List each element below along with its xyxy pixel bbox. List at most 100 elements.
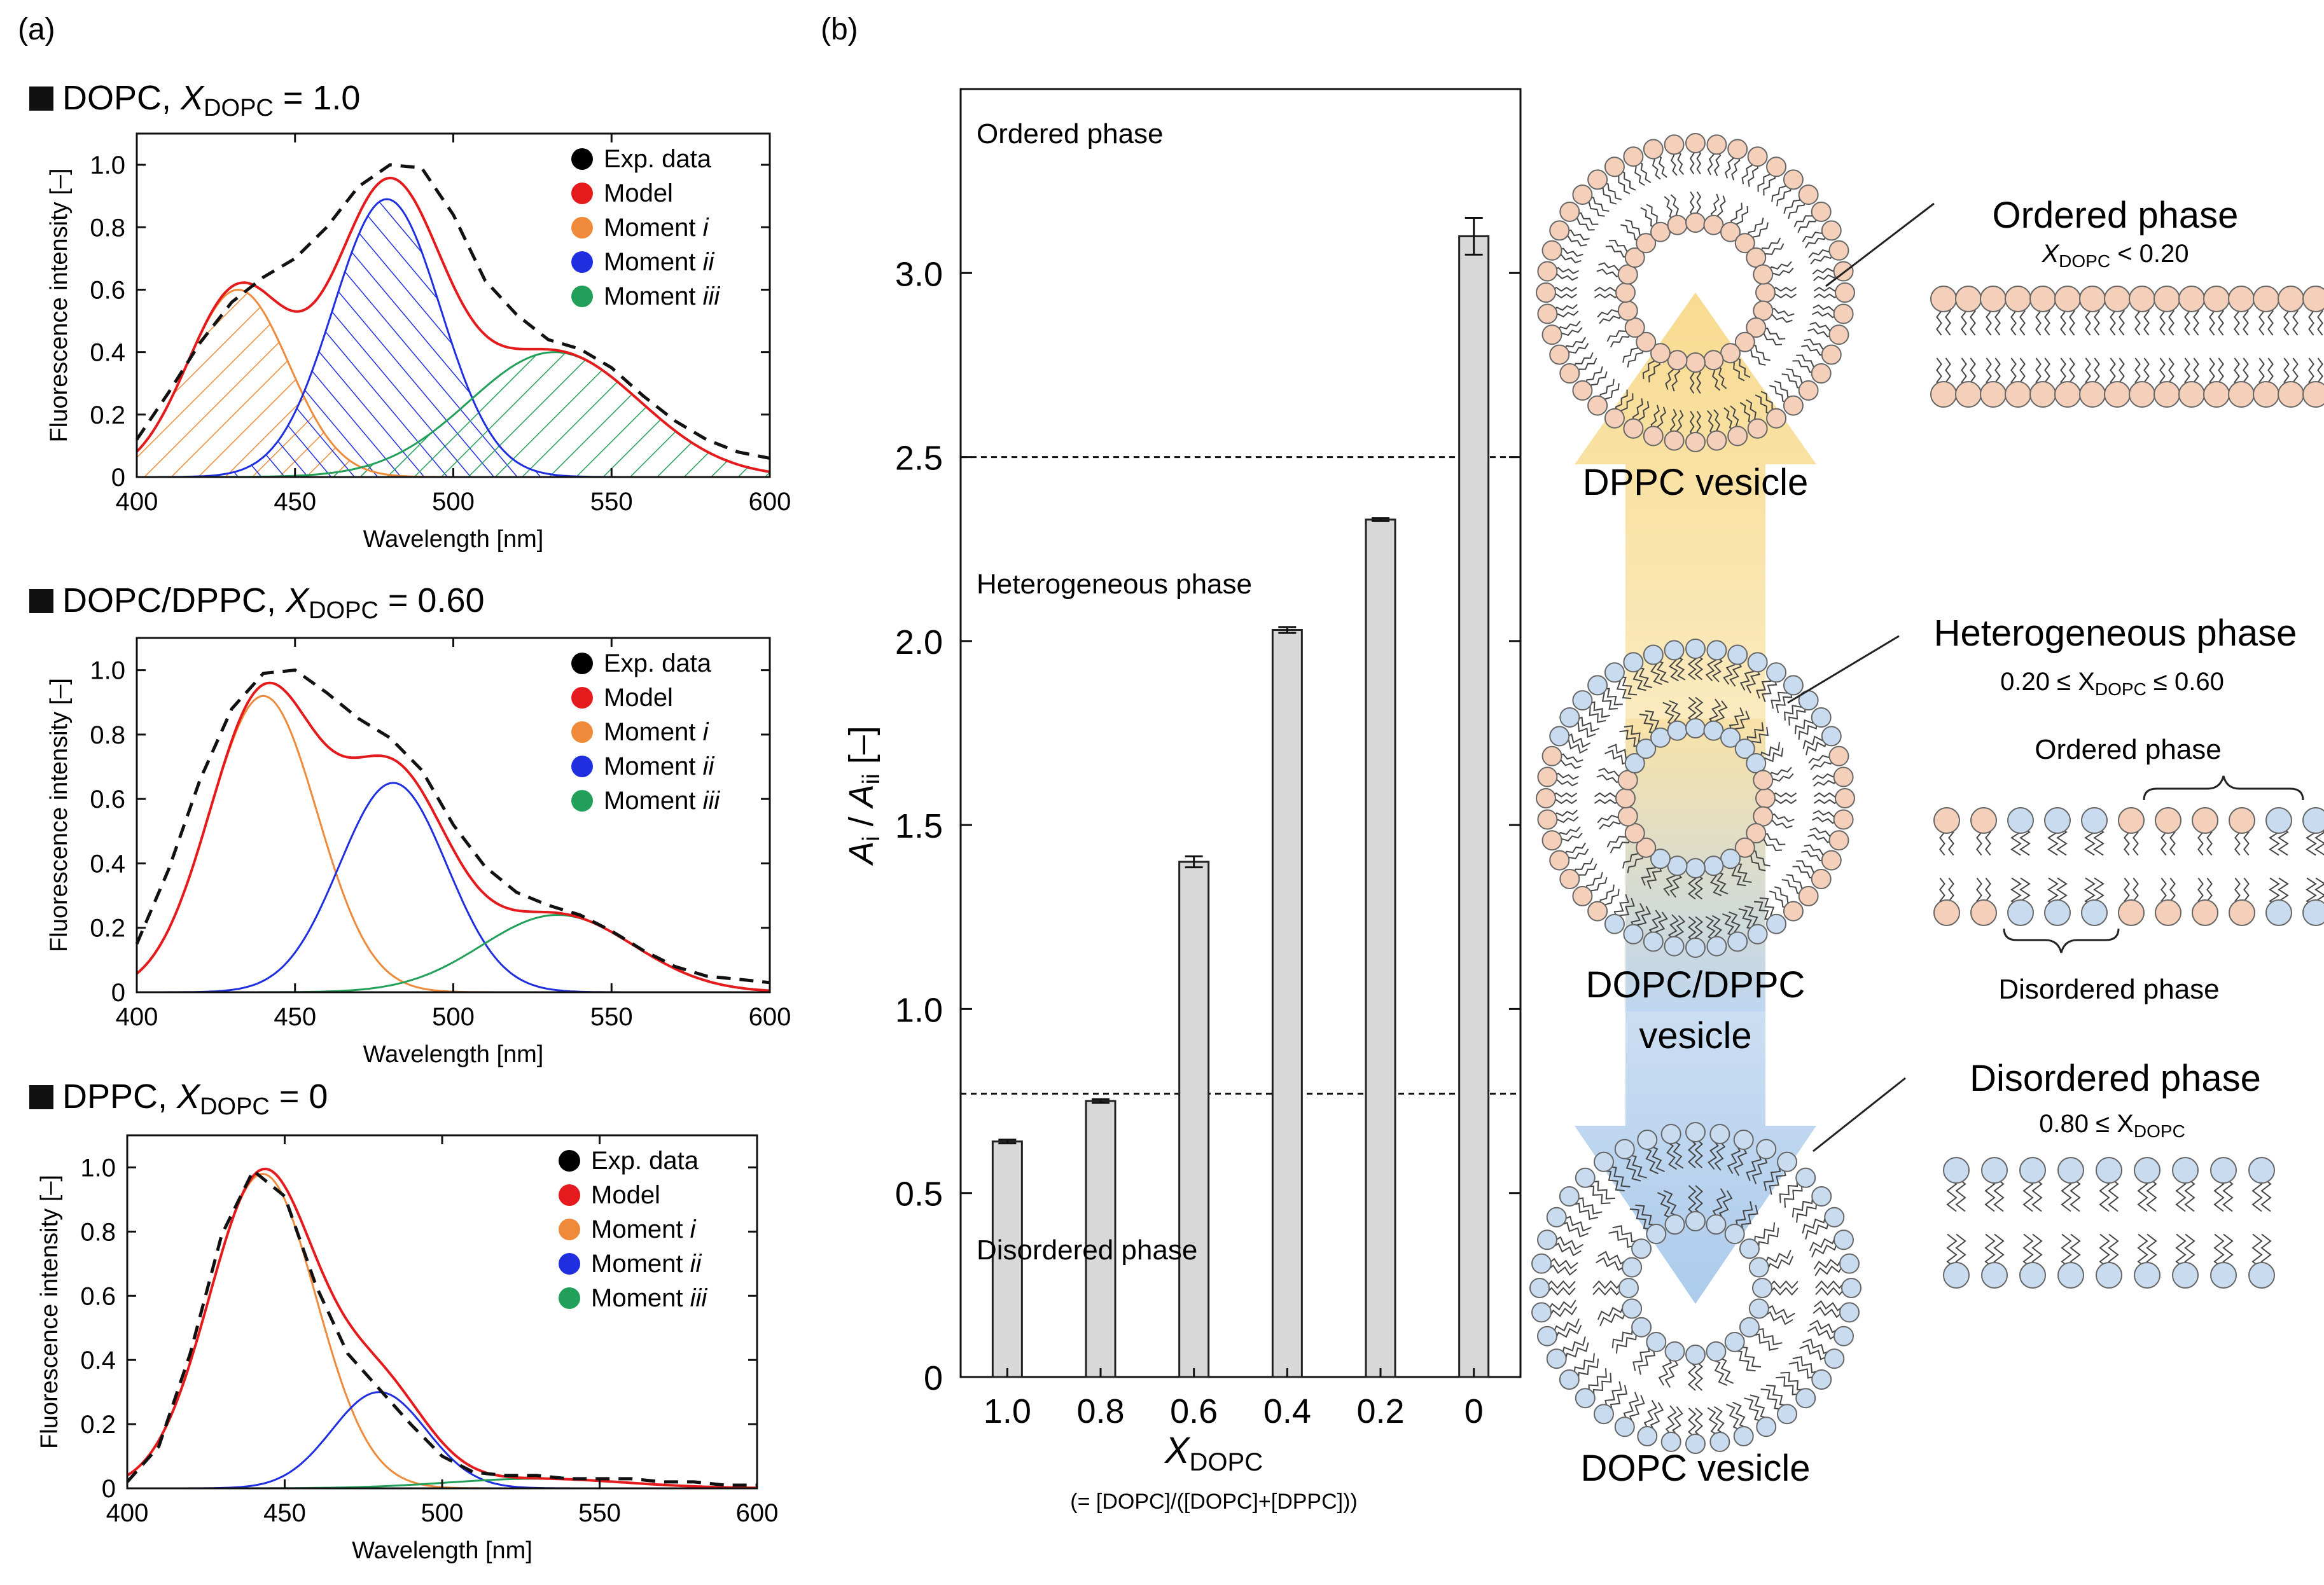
inset-title-disordered: Disordered phase (1970, 1058, 2261, 1099)
lipid-head (1664, 640, 1685, 661)
lipid-head (1930, 381, 1957, 408)
legend-marker (571, 687, 593, 709)
lipid-head (1821, 850, 1842, 871)
lipid-head (1604, 156, 1625, 177)
lipid-head (1795, 1388, 1816, 1409)
lipid-head (1660, 1431, 1681, 1452)
lipid-head (2155, 807, 2181, 834)
spectrum-title-3: DPPC, XDOPC = 0 (29, 1077, 328, 1120)
lipid-head (1618, 1278, 1639, 1298)
lipid-head (1835, 282, 1855, 303)
lipid-head (1748, 1257, 1769, 1278)
lipid-head (1572, 885, 1593, 906)
lipid-head (1536, 1325, 1557, 1346)
lipid-head (1531, 1253, 1552, 1274)
spectrum-plot-dopc: 400 450 500 550 600 0 0.2 0.4 0.6 0.8 1.0 Wavelengt… (46, 132, 791, 553)
lipid-head (1685, 352, 1706, 373)
lipid-head (1664, 134, 1685, 155)
lipid-head (1623, 924, 1644, 945)
lipid-head (1798, 184, 1819, 205)
lipid-head (1746, 823, 1767, 843)
lipid-head (2029, 381, 2056, 408)
legend-label: Model (591, 1181, 660, 1209)
lipid-head (1766, 662, 1787, 683)
legend-label-roman: i (703, 214, 709, 242)
lipid-head (1720, 727, 1741, 748)
lipid-head (1706, 640, 1727, 661)
lipid-head (2096, 1157, 2122, 1184)
inset-hetero-ordered-label: Ordered phase (2035, 734, 2222, 765)
lipid-head (1622, 1257, 1643, 1278)
vesicle-label-mix-line1: DOPC/DPPC (1586, 964, 1806, 1006)
lipid-head (1537, 261, 1558, 282)
lipid-head (2081, 899, 2108, 926)
lipid-head (1587, 901, 1608, 922)
lipid-head (1821, 726, 1842, 747)
x-tick-label: 500 (432, 488, 475, 516)
lipid-head (1541, 240, 1562, 261)
legend-label: Model (604, 179, 673, 207)
y-tick-label: 2.0 (895, 623, 943, 661)
lipid-head (1706, 1341, 1727, 1362)
lipid-head (1943, 1157, 1970, 1184)
curve-moment-iii (137, 913, 770, 993)
lipid-head (1980, 381, 2007, 408)
brace-ordered (2143, 775, 2304, 801)
legend-marker (559, 1184, 580, 1206)
lipid-head (1587, 395, 1608, 416)
x-tick-label: 600 (749, 488, 791, 516)
legend-label: Moment i (591, 1215, 697, 1243)
legend-marker (571, 148, 593, 170)
vesicle-label-dopc: DOPC vesicle (1581, 1448, 1811, 1489)
legend-marker (571, 183, 593, 204)
lipid-head (1664, 936, 1685, 957)
legend-label-text: Moment (604, 787, 703, 815)
lipid-head (1549, 850, 1570, 871)
lipid-head (1604, 662, 1625, 683)
lipid-head (1617, 300, 1638, 321)
lipid-head (1685, 1345, 1706, 1365)
x-tick-label: 550 (590, 1003, 633, 1031)
ylabel-A2: A (842, 784, 880, 809)
y-axis-label: Fluorescence intensity [–] (46, 169, 73, 443)
y-tick-label: 0.4 (90, 850, 125, 878)
svg-text:DOPC, XDOPC = 1.0: DOPC, XDOPC = 1.0 (62, 79, 360, 121)
lipid-head (1624, 247, 1645, 268)
lipid-head (1624, 753, 1645, 773)
x-tick-label: 400 (116, 488, 158, 516)
legend-label: Exp. data (591, 1147, 699, 1175)
lipid-head (2129, 381, 2155, 408)
lipid-head (1536, 1229, 1557, 1250)
bar-x-axis-caption: (= [DOPC]/([DOPC]+[DPPC])) (1070, 1490, 1358, 1514)
lipid-head (1636, 738, 1657, 759)
phase-label-disordered: Disordered phase (977, 1235, 1197, 1266)
x-tick-label: 550 (578, 1499, 621, 1527)
lipid-head (2155, 899, 2181, 926)
lipid-head (1755, 282, 1776, 303)
lipid-head (1739, 1238, 1760, 1259)
legend-marker (571, 251, 593, 273)
x-tick-label: 550 (590, 488, 633, 516)
title-bullet-square (29, 87, 53, 111)
lipid-head (1720, 343, 1741, 364)
lipid-head (1811, 707, 1832, 728)
y-tick-label: 0 (111, 464, 125, 492)
lipid-head (2057, 1157, 2084, 1184)
lipid-head (2265, 807, 2292, 834)
lipid-head (2229, 807, 2255, 834)
y-tick-label: 0.6 (90, 276, 125, 304)
cond-sub: DOPC (2095, 679, 2147, 699)
legend-label-roman: ii (703, 248, 715, 276)
lipid-head (1824, 1348, 1845, 1369)
lipid-head (1706, 936, 1727, 957)
lipid-head (1667, 855, 1688, 876)
lipid-head (1559, 869, 1580, 890)
y-tick-label: 2.5 (895, 440, 943, 478)
curve-model (136, 176, 770, 473)
lipid-head (1667, 350, 1688, 371)
lipid-head (1650, 727, 1671, 748)
lipid-head (1833, 809, 1854, 830)
cond-rest: ≤ 0.60 (2147, 668, 2224, 696)
lipid-head (2248, 1157, 2275, 1184)
lipid-head (2118, 899, 2145, 926)
